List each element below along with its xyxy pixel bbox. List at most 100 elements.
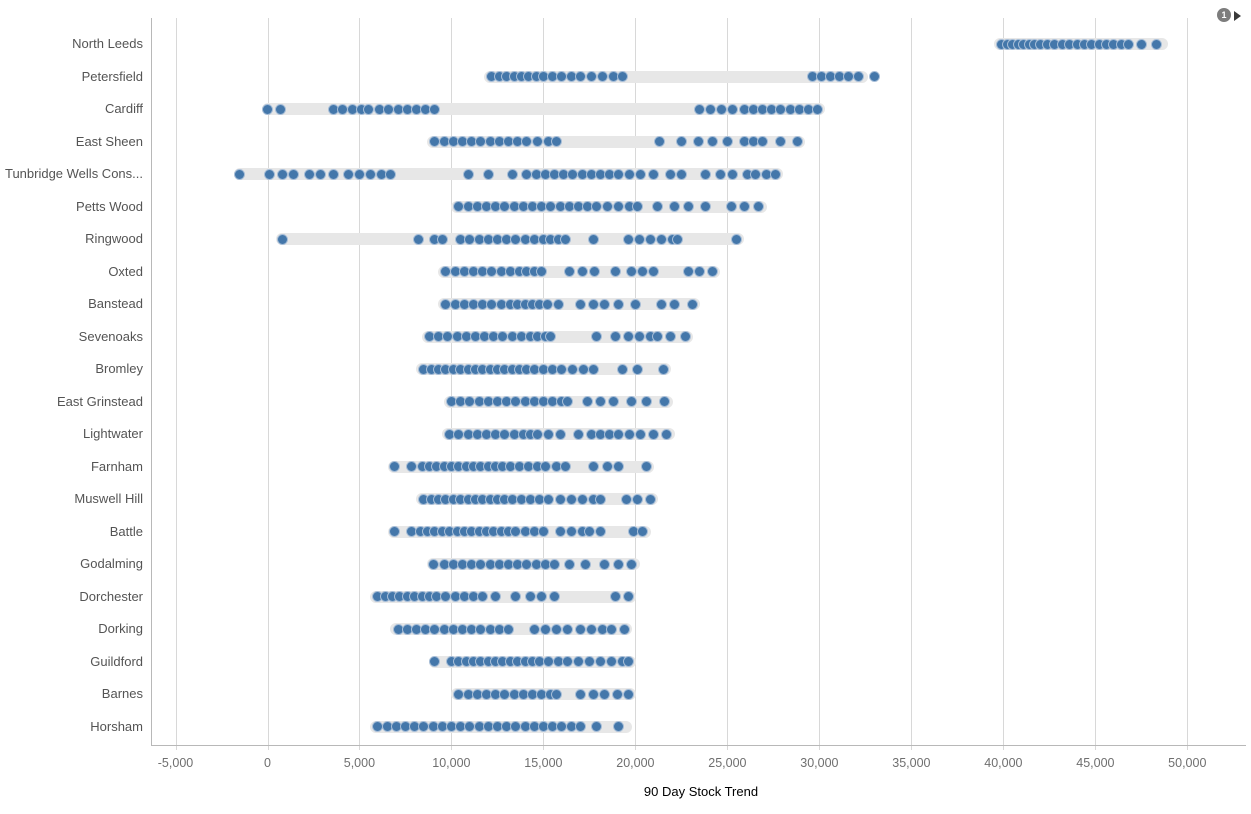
data-point[interactable] — [561, 396, 573, 407]
data-point[interactable] — [580, 558, 592, 570]
data-point[interactable] — [385, 168, 397, 180]
data-point[interactable] — [490, 591, 502, 602]
data-point[interactable] — [549, 591, 560, 602]
data-point[interactable] — [668, 298, 680, 310]
data-point[interactable] — [563, 558, 575, 570]
data-point[interactable] — [412, 233, 424, 245]
data-point[interactable] — [617, 71, 628, 82]
data-point[interactable] — [657, 363, 669, 375]
data-point[interactable] — [675, 168, 687, 180]
data-point[interactable] — [613, 558, 625, 570]
data-point[interactable] — [560, 461, 571, 472]
data-point[interactable] — [852, 71, 864, 82]
data-point[interactable] — [731, 233, 743, 245]
data-point[interactable] — [587, 363, 599, 375]
data-point[interactable] — [563, 266, 575, 277]
data-point[interactable] — [631, 363, 643, 375]
data-point[interactable] — [552, 298, 564, 310]
data-point[interactable] — [694, 266, 706, 277]
data-point[interactable] — [556, 363, 568, 375]
data-point[interactable] — [617, 363, 628, 375]
row-label-battle[interactable]: Battle — [109, 523, 143, 539]
data-point[interactable] — [388, 526, 400, 537]
data-point[interactable] — [756, 136, 768, 147]
data-point[interactable] — [342, 168, 354, 180]
data-point[interactable] — [585, 71, 597, 82]
data-point[interactable] — [462, 168, 474, 180]
data-point[interactable] — [629, 298, 641, 310]
data-point[interactable] — [668, 201, 680, 212]
data-point[interactable] — [262, 103, 273, 115]
data-point[interactable] — [694, 103, 706, 115]
data-point[interactable] — [365, 168, 376, 180]
data-point[interactable] — [707, 266, 719, 277]
data-point[interactable] — [591, 201, 603, 212]
data-point[interactable] — [655, 233, 667, 245]
data-point[interactable] — [672, 233, 684, 245]
row-label-north-leeds[interactable]: North Leeds — [72, 36, 143, 51]
data-point[interactable] — [699, 201, 711, 212]
data-point[interactable] — [653, 136, 665, 147]
data-point[interactable] — [582, 396, 594, 407]
data-point[interactable] — [1123, 38, 1134, 50]
data-point[interactable] — [1150, 38, 1162, 50]
data-point[interactable] — [622, 331, 634, 342]
data-point[interactable] — [583, 526, 595, 537]
data-point[interactable] — [609, 266, 621, 277]
data-point[interactable] — [525, 591, 536, 602]
row-label-muswell-hill[interactable]: Muswell Hill — [74, 491, 143, 506]
data-point[interactable] — [652, 331, 663, 342]
data-point[interactable] — [753, 201, 765, 212]
data-point[interactable] — [591, 721, 603, 732]
data-point[interactable] — [613, 428, 625, 440]
data-point[interactable] — [644, 233, 656, 245]
data-point[interactable] — [536, 266, 548, 277]
data-point[interactable] — [637, 526, 649, 537]
data-point[interactable] — [532, 428, 544, 440]
data-point[interactable] — [598, 298, 610, 310]
data-point[interactable] — [427, 558, 439, 570]
data-point[interactable] — [618, 623, 630, 635]
data-point[interactable] — [539, 461, 551, 472]
data-point[interactable] — [477, 591, 489, 602]
data-point[interactable] — [550, 623, 562, 635]
data-point[interactable] — [641, 396, 652, 407]
alternatives-badge[interactable]: 1 — [1217, 8, 1231, 22]
row-label-oxted[interactable]: Oxted — [108, 263, 143, 279]
data-point[interactable] — [635, 168, 647, 180]
data-point[interactable] — [554, 493, 566, 505]
data-point[interactable] — [692, 136, 704, 147]
data-point[interactable] — [550, 136, 562, 147]
data-point[interactable] — [675, 136, 687, 147]
data-point[interactable] — [541, 298, 553, 310]
row-label-horsham[interactable]: Horsham — [90, 718, 143, 734]
data-point[interactable] — [550, 688, 562, 700]
data-point[interactable] — [626, 558, 638, 570]
data-point[interactable] — [595, 656, 606, 667]
data-point[interactable] — [679, 331, 691, 342]
data-point[interactable] — [661, 428, 673, 440]
data-point[interactable] — [707, 136, 719, 147]
data-point[interactable] — [328, 168, 340, 180]
data-point[interactable] — [631, 493, 643, 505]
data-point[interactable] — [652, 201, 663, 212]
data-point[interactable] — [791, 136, 803, 147]
data-point[interactable] — [727, 168, 739, 180]
data-point[interactable] — [587, 298, 599, 310]
row-label-petts-wood[interactable]: Petts Wood — [76, 198, 143, 214]
data-point[interactable] — [664, 168, 676, 180]
data-point[interactable] — [574, 71, 586, 82]
data-point[interactable] — [622, 233, 634, 245]
data-point[interactable] — [560, 233, 571, 245]
data-point[interactable] — [648, 428, 660, 440]
data-point[interactable] — [576, 493, 588, 505]
data-point[interactable] — [606, 623, 617, 635]
data-point[interactable] — [429, 103, 441, 115]
data-point[interactable] — [716, 103, 728, 115]
data-point[interactable] — [315, 168, 327, 180]
data-point[interactable] — [561, 656, 573, 667]
row-label-lightwater[interactable]: Lightwater — [83, 426, 143, 441]
data-point[interactable] — [549, 558, 560, 570]
data-point[interactable] — [304, 168, 316, 180]
data-point[interactable] — [613, 721, 625, 732]
